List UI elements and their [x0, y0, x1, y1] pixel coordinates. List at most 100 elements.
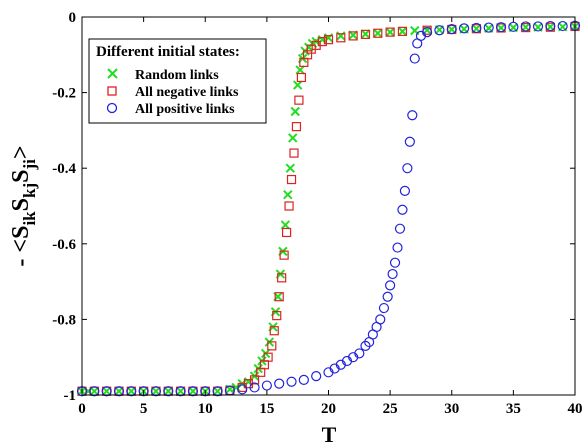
data-point-square [360, 29, 371, 39]
data-point-square [291, 122, 302, 132]
data-point-circle [508, 21, 519, 32]
legend-label-positive: All positive links [135, 102, 235, 117]
x-tick-label: 5 [140, 401, 148, 417]
y-tick-label: -0.8 [52, 312, 76, 328]
y-tick-label: -1 [64, 388, 77, 404]
data-point-x [126, 386, 137, 396]
data-point-square [272, 311, 282, 321]
data-point-x [295, 65, 305, 75]
data-point-square [274, 292, 284, 302]
data-point-circle [249, 382, 260, 393]
data-point-circle [187, 386, 199, 397]
data-point-circle [138, 386, 149, 397]
data-point-square [385, 27, 395, 37]
data-point-x [434, 25, 445, 35]
data-point-x [385, 27, 395, 37]
data-point-circle [520, 21, 531, 32]
x-tick-label: 35 [506, 401, 521, 417]
data-point-square [336, 33, 346, 43]
legend-box [88, 38, 267, 124]
data-point-circle [274, 378, 285, 389]
y-tick-label: -0.2 [52, 86, 76, 102]
data-point-circle [200, 386, 211, 397]
y-axis-label-text: - <SikSkjSji> [8, 145, 39, 266]
legend-item-positive: All positive links [106, 102, 235, 117]
data-point-circle [354, 348, 365, 359]
data-point-circle [101, 386, 112, 397]
data-point-circle [286, 376, 297, 387]
data-point-circle [399, 185, 411, 196]
legend: Different initial states: Random links A… [88, 38, 267, 124]
data-point-circle [375, 314, 386, 325]
y-label-symbol: S [8, 170, 34, 183]
legend-marker-circle [106, 102, 118, 114]
data-point-square [323, 35, 334, 45]
data-point-square [296, 72, 306, 83]
legend-item-negative: All negative links [107, 85, 239, 100]
y-label-symbol: > [8, 145, 34, 159]
y-label-subscript: ji [20, 159, 39, 171]
data-point-x [447, 24, 457, 35]
data-point-x [283, 189, 293, 200]
data-point-square [267, 341, 277, 351]
data-point-x [89, 386, 100, 396]
data-point-circle [387, 268, 398, 280]
y-label-prefix: - <S [8, 226, 34, 267]
legend-label-random: Random links [135, 68, 219, 83]
x-tick-label: 15 [259, 401, 274, 417]
y-tick-label: -0.4 [52, 161, 76, 177]
data-point-circle [409, 53, 420, 64]
x-tick-label: 20 [321, 401, 336, 417]
y-tick-label: -0.6 [52, 237, 76, 253]
data-point-circle [378, 302, 390, 314]
data-point-x [288, 133, 298, 143]
y-label-symbol: S [8, 198, 34, 211]
data-point-square [317, 36, 327, 47]
data-point-circle [126, 386, 137, 397]
x-tick-label: 40 [568, 401, 583, 417]
legend-label-negative: All negative links [135, 85, 239, 100]
data-point-circle [557, 20, 568, 32]
data-point-square [279, 250, 289, 260]
series-circle [76, 20, 581, 397]
data-point-circle [446, 23, 457, 35]
data-point-circle [532, 21, 544, 32]
data-point-circle [150, 386, 162, 397]
data-point-x [373, 28, 383, 38]
data-point-x [285, 163, 295, 173]
data-point-square [286, 174, 297, 185]
y-axis-label: - <SikSkjSji> [8, 145, 39, 266]
data-point-circle [407, 110, 418, 121]
data-point-circle [402, 163, 413, 174]
data-point-x [114, 386, 124, 396]
data-point-circle [175, 386, 186, 397]
data-point-circle [113, 386, 125, 397]
data-point-square [277, 273, 287, 283]
data-point-circle [392, 242, 403, 253]
legend-item-random: Random links [107, 68, 219, 83]
data-point-square [348, 31, 358, 41]
data-point-square [263, 352, 273, 362]
data-point-x [280, 220, 291, 230]
x-tick-label: 10 [198, 401, 213, 417]
data-point-circle [163, 386, 174, 397]
data-point-x [163, 386, 173, 396]
data-point-x [290, 106, 300, 117]
data-point-circle [422, 27, 433, 38]
x-tick-label: 0 [78, 401, 86, 417]
data-point-circle [434, 25, 445, 36]
data-point-square [284, 201, 294, 211]
data-point-x [175, 386, 186, 396]
data-point-circle [89, 386, 100, 397]
data-point-circle [298, 374, 309, 385]
data-point-circle [458, 23, 470, 34]
legend-title: Different initial states: [96, 44, 240, 60]
legend-marker-square [107, 86, 117, 96]
data-point-circle [311, 371, 322, 382]
x-tick-label: 30 [444, 401, 459, 417]
data-point-circle [483, 22, 494, 33]
x-axis-label: T [322, 422, 337, 446]
data-point-circle [237, 384, 248, 395]
data-point-x [151, 386, 161, 396]
data-point-square [373, 28, 383, 38]
